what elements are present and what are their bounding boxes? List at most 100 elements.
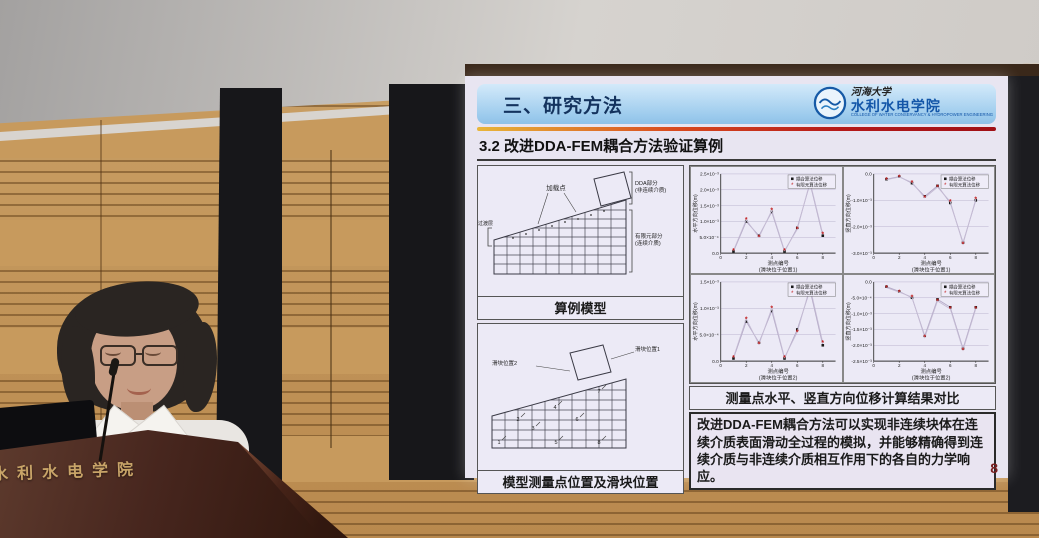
svg-text:*: * [791,182,794,188]
dda-block-shape [593,170,632,207]
svg-text:1.0×10⁻³: 1.0×10⁻³ [700,219,719,225]
glasses-bridge [134,353,142,355]
svg-text:*: * [758,342,761,349]
svg-text:*: * [974,196,977,203]
university-logo: 河海大学 水利水电学院 COLLEGE OF WATER CONSERVANCY… [813,86,993,120]
svg-text:8: 8 [822,363,825,368]
university-name: 河海大学 [850,87,891,99]
slide-title: 三、研究方法 [503,95,624,117]
svg-text:4: 4 [553,405,556,411]
svg-text:耦合算法位移: 耦合算法位移 [796,284,823,291]
svg-text:有限元算法位移: 有限元算法位移 [948,181,980,188]
chart-vertical-displacement-pos1: 0.0 -1.0×10⁻³ -2.0×10⁻³ -3.0×10⁻³0 2 4 6 8 * * * * *… [844,171,989,273]
svg-text:*: * [936,299,939,306]
charts-caption: 测量点水平、竖直方向位移计算结果对比 [689,386,996,411]
svg-text:1.5×10⁻³: 1.5×10⁻³ [700,280,719,286]
chart-cell: 0.0 -5.0×10⁻⁴ -1.0×10⁻³ -1.5×10⁻³ -2.0×10⁻³ -… [842,274,995,384]
svg-text:6: 6 [796,255,799,260]
svg-text:竖直方向位移(m): 竖直方向位移(m) [844,302,852,341]
svg-text:竖直方向位移(m): 竖直方向位移(m) [844,194,852,233]
college-name-english: COLLEGE OF WATER CONSERVANCY & HYDROPOWE… [850,112,993,118]
wall-seam [100,120,102,450]
header-divider [477,127,996,131]
svg-text:2: 2 [897,363,900,368]
svg-text:*: * [948,307,951,314]
svg-text:6: 6 [575,417,578,423]
svg-text:测点编号: 测点编号 [920,259,941,267]
svg-text:*: * [821,231,824,238]
svg-text:*: * [796,226,799,233]
svg-text:测点编号: 测点编号 [767,367,788,375]
svg-text:1.5×10⁻³: 1.5×10⁻³ [700,203,719,209]
svg-text:5.0×10⁻⁴: 5.0×10⁻⁴ [700,333,719,339]
page-number: 8 [990,460,998,476]
screen-frame [465,64,1039,76]
svg-text:-2.0×10⁻³: -2.0×10⁻³ [851,343,872,349]
svg-text:*: * [745,217,748,224]
svg-text:4: 4 [770,255,773,260]
svg-text:*: * [732,247,735,254]
university-emblem-icon [813,86,847,120]
svg-text:6: 6 [949,255,952,260]
svg-text:*: * [783,247,786,254]
svg-text:0.0: 0.0 [865,280,872,286]
svg-text:有限元算法位移: 有限元算法位移 [796,181,828,188]
svg-text:5.0×10⁻⁴: 5.0×10⁻⁴ [700,235,719,241]
svg-text:-3.0×10⁻³: -3.0×10⁻³ [851,250,872,256]
svg-text:*: * [745,317,748,324]
svg-text:水平方向位移(m): 水平方向位移(m) [691,302,699,341]
dark-wall-column [389,84,474,480]
svg-text:1: 1 [497,440,500,446]
svg-text:测点编号: 测点编号 [920,367,941,375]
svg-text:-2.0×10⁻³: -2.0×10⁻³ [851,224,872,230]
svg-text:2: 2 [516,417,519,423]
svg-text:2: 2 [897,255,900,260]
svg-text:7: 7 [597,389,600,395]
slider-pos2-leader [535,365,571,371]
svg-text:5: 5 [554,440,557,446]
svg-text:6: 6 [796,363,799,368]
svg-text:*: * [758,234,761,241]
conclusion-text: 改进DDA-FEM耦合方法可以实现非连续块体在连续介质表面滑动全过程的模拟，并能… [689,412,996,490]
slide-header-band: 三、研究方法 河海大学 水利水电学院 COLLEGE OF WATER CONS… [477,84,996,124]
svg-text:(滑块位于位置2): (滑块位于位置2) [911,374,950,382]
svg-text:8: 8 [974,363,977,368]
svg-text:*: * [791,291,794,297]
svg-text:*: * [974,307,977,314]
svg-text:水平方向位移(m): 水平方向位移(m) [691,194,699,233]
fem-bracket [629,209,633,272]
projection-screen: 三、研究方法 河海大学 水利水电学院 COLLEGE OF WATER CONS… [465,76,1008,494]
svg-text:0: 0 [719,255,722,260]
svg-text:2: 2 [745,363,748,368]
svg-text:-1.5×10⁻³: -1.5×10⁻³ [851,328,872,334]
svg-text:*: * [923,335,926,342]
slider-block-shape [569,343,612,381]
presenter-eye [105,348,121,356]
svg-text:*: * [910,179,913,186]
model-diagram-caption: 算例模型 [477,296,684,320]
svg-text:4: 4 [923,363,926,368]
fem-part-label2: (连续介质) [635,239,661,247]
presentation-slide: 三、研究方法 河海大学 水利水电学院 COLLEGE OF WATER CONS… [465,76,1008,494]
svg-text:*: * [770,207,773,214]
diagram-column: 加载点 过渡层 DDA部分 (非连续介质) 有限元部分 (连续介质) 算 [477,164,684,494]
svg-text:-5.0×10⁻⁴: -5.0×10⁻⁴ [850,296,871,302]
measurement-point-numbers: 1 2 3 4 5 6 7 8 [497,389,600,446]
svg-text:*: * [897,290,900,297]
chart-vertical-displacement-pos2: 0.0 -5.0×10⁻⁴ -1.0×10⁻³ -1.5×10⁻³ -2.0×10⁻³ -… [844,280,989,382]
svg-text:4: 4 [923,255,926,260]
svg-text:0: 0 [719,363,722,368]
svg-text:耦合算法位移: 耦合算法位移 [796,175,823,182]
svg-text:*: * [796,330,799,337]
points-diagram-caption: 模型测量点位置及滑块位置 [477,470,684,494]
svg-text:8: 8 [822,255,825,260]
svg-text:0: 0 [872,363,875,368]
svg-text:2: 2 [745,255,748,260]
wall-seam [330,150,332,448]
svg-text:*: * [897,174,900,181]
svg-text:8: 8 [974,255,977,260]
svg-text:0.0: 0.0 [712,250,719,256]
loading-point-label: 加载点 [546,183,566,192]
loading-point-dots [512,209,605,239]
